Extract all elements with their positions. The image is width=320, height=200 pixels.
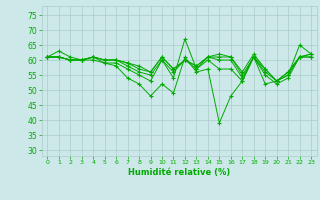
X-axis label: Humidité relative (%): Humidité relative (%) xyxy=(128,168,230,177)
